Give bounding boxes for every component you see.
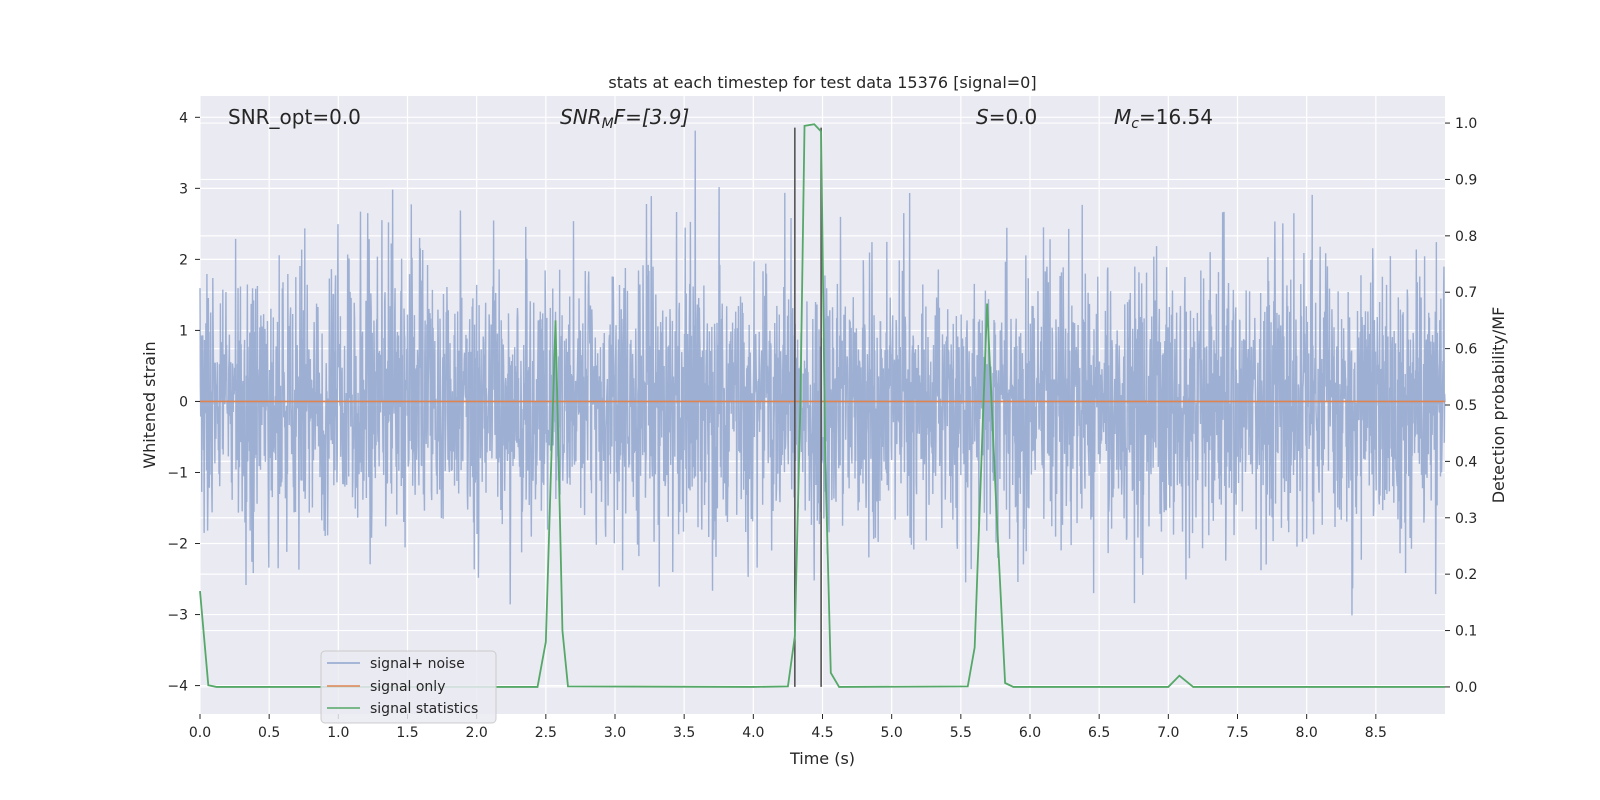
x-tick-label-3: 1.5	[396, 725, 418, 741]
x-tick-label-4: 2.0	[466, 725, 488, 741]
y-right-tick-label-1: 0.9	[1455, 172, 1477, 188]
y-right-tick-label-5: 0.5	[1455, 398, 1477, 414]
annotation-snr-mf: SNRMF=[3.9]	[560, 105, 689, 132]
snr-mf-symbol: SNR	[560, 105, 602, 129]
vertical-markers	[794, 127, 822, 687]
y-left-tick-label-8: −4	[167, 679, 188, 695]
y-right-tick-label-9: 0.1	[1455, 624, 1477, 640]
x-tick-label-1: 0.5	[258, 725, 280, 741]
legend-label-signal-noise: signal+ noise	[370, 656, 465, 672]
tick-labels: 0.0 0.5 1.0 1.5 2.0 2.5 3.0 3.5 4.0 4.5 5.0 5.5 6.0 6…	[167, 110, 1477, 741]
x-tick-label-7: 3.5	[673, 725, 695, 741]
x-tick-label-0: 0.0	[189, 725, 211, 741]
signal-statistics-line	[199, 123, 1445, 688]
x-tick-label-5: 2.5	[535, 725, 557, 741]
y-right-tick-label-4: 0.6	[1455, 342, 1477, 358]
mc-rest: =16.54	[1139, 105, 1213, 129]
x-tick-label-14: 7.0	[1157, 725, 1179, 741]
chart-title: stats at each timestep for test data 153…	[608, 73, 1036, 92]
series-signal-noise	[199, 130, 1446, 616]
y-left-tick-label-3: 1	[179, 323, 188, 339]
signal-noise-line	[199, 130, 1446, 616]
x-tick-label-13: 6.5	[1088, 725, 1110, 741]
x-tick-label-10: 5.0	[881, 725, 903, 741]
y-right-tick-label-7: 0.3	[1455, 511, 1477, 527]
annotation-s: S=0.0	[976, 105, 1037, 129]
legend-label-signal-statistics: signal statistics	[370, 701, 478, 717]
x-axis-label: Time (s)	[789, 749, 855, 768]
y-right-tick-label-0: 1.0	[1455, 116, 1477, 132]
annotation-mc: Mc=16.54	[1114, 105, 1213, 132]
y-left-tick-label-5: −1	[167, 465, 188, 481]
x-tick-label-6: 3.0	[604, 725, 626, 741]
annotation-snr-opt: SNR_opt=0.0	[228, 105, 361, 129]
mc-symbol: M	[1114, 105, 1131, 129]
y-left-tick-label-6: −2	[167, 537, 188, 553]
y-right-tick-label-2: 0.8	[1455, 229, 1477, 245]
y-right-tick-label-6: 0.4	[1455, 454, 1477, 470]
s-symbol: S	[976, 105, 989, 129]
y-left-tick-label-4: 0	[179, 394, 188, 410]
y-axis-label-left: Whitened strain	[140, 341, 159, 468]
y-left-tick-label-7: −3	[167, 608, 188, 624]
x-tick-label-8: 4.0	[742, 725, 764, 741]
y-axis-label-right: Detection probability/MF	[1489, 307, 1508, 504]
legend-box	[320, 650, 497, 724]
x-tick-label-17: 8.5	[1365, 725, 1387, 741]
mc-subscript: c	[1131, 116, 1139, 132]
x-tick-label-16: 8.0	[1296, 725, 1318, 741]
legend-label-signal-only: signal only	[370, 679, 445, 695]
y-left-tick-label-2: 2	[179, 252, 188, 268]
y-left-tick-label-0: 4	[179, 110, 188, 126]
legend: signal+ noise signal only signal statist…	[320, 650, 497, 724]
x-tick-label-2: 1.0	[327, 725, 349, 741]
snr-mf-rest: F=[3.9]	[614, 105, 690, 129]
grid	[199, 96, 1445, 714]
x-tick-label-11: 5.5	[950, 725, 972, 741]
x-tick-label-15: 7.5	[1226, 725, 1248, 741]
series-signal-statistics	[199, 123, 1445, 688]
y-left-tick-label-1: 3	[179, 181, 188, 197]
y-right-tick-label-10: 0.0	[1455, 680, 1477, 696]
x-tick-label-12: 6.0	[1019, 725, 1041, 741]
y-right-tick-label-8: 0.2	[1455, 567, 1477, 583]
x-tick-label-9: 4.5	[811, 725, 833, 741]
s-rest: =0.0	[989, 105, 1038, 129]
snr-mf-subscript: M	[602, 116, 614, 132]
y-right-tick-label-3: 0.7	[1455, 285, 1477, 301]
